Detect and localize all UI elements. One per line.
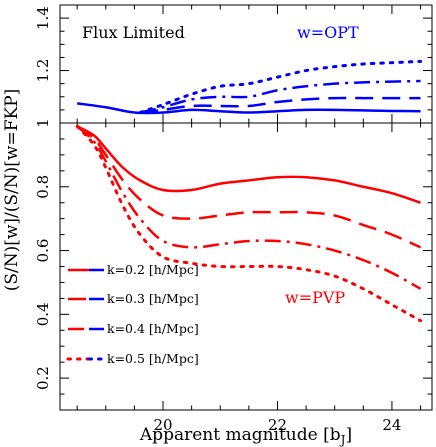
- opt-series-k04: [139, 79, 421, 114]
- x-axis-title: Apparent magnitude [bJ]: [139, 425, 352, 447]
- y-tick-label: 0.2: [34, 366, 52, 390]
- text-layer: 20 22 24 1 1.2 1.4 0.2 0.4 0.6 0.8 Flux Limited w=O…: [2, 6, 401, 447]
- y-tick-label: 1.2: [34, 59, 52, 83]
- x-axis-title-main: Apparent magnitude [b: [139, 425, 341, 445]
- y-tick-label: 0.6: [34, 239, 52, 263]
- opt-series-k03: [139, 96, 421, 114]
- x-axis-title-end: ]: [345, 425, 352, 445]
- y-tick-label: 0.4: [34, 302, 52, 326]
- x-axis-title-sub: J: [339, 433, 346, 447]
- pvp-series-k05: [75, 124, 423, 323]
- legend-label: k=0.2 [h/Mpc]: [107, 262, 199, 277]
- annotation-w-pvp: w=PVP: [285, 288, 345, 307]
- y-axis-title: (S/N)[w]/(S/N)[w=FKP]: [2, 89, 22, 292]
- pvp-series-k02: [76, 125, 421, 204]
- legend: k=0.2 [h/Mpc] k=0.3 [h/Mpc] k=0.4 [h/Mpc] k…: [66, 262, 199, 366]
- axis-ticks: [60, 4, 432, 411]
- x-tick-label: 20: [153, 416, 172, 434]
- x-tick-label: 24: [382, 416, 401, 434]
- y-tick-label: 0.8: [34, 175, 52, 199]
- legend-label: k=0.5 [h/Mpc]: [107, 351, 199, 366]
- opt-series-k05: [138, 59, 423, 115]
- annotation-flux-limited: Flux Limited: [82, 23, 185, 42]
- legend-label: k=0.3 [h/Mpc]: [107, 291, 199, 306]
- pvp-series-k04: [76, 125, 422, 290]
- x-tick-label: 22: [268, 416, 287, 434]
- y-tick-label: 1.4: [34, 6, 52, 30]
- legend-label: k=0.4 [h/Mpc]: [107, 321, 199, 336]
- y-tick-label: 1: [34, 118, 52, 128]
- series-layer: [75, 59, 423, 323]
- annotation-w-opt: w=OPT: [297, 23, 359, 42]
- plot-frames: [59, 4, 433, 411]
- opt-series-k02: [76, 102, 421, 115]
